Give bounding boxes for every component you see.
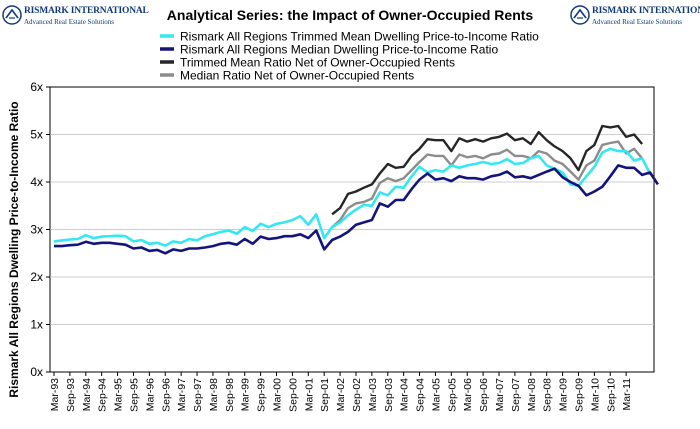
legend-label: Rismark All Regions Median Dwelling Pric… — [180, 43, 498, 57]
y-tick-label: 6x — [30, 80, 43, 94]
rismark-logo-left: RISMARK INTERNATIONAL Advanced Real Esta… — [2, 3, 149, 29]
x-tick-label: Sep-94 — [97, 378, 109, 412]
x-tick-label: Mar-93 — [49, 378, 61, 411]
x-tick-label: Sep-05 — [446, 378, 458, 412]
x-tick-label: Mar-94 — [81, 378, 93, 411]
x-tick-label: Sep-09 — [573, 378, 585, 412]
legend-label: Median Ratio Net of Owner-Occupied Rents — [180, 69, 414, 83]
x-tick-label: Mar-05 — [430, 378, 442, 411]
x-tick-label: Mar-99 — [240, 378, 252, 411]
y-axis-title: Rismark All Regions Dwelling Price-to-In… — [7, 101, 21, 397]
series-line-3 — [331, 124, 644, 216]
x-tick-label: Sep-01 — [319, 378, 331, 412]
x-tick-label: Sep-99 — [256, 378, 268, 412]
x-tick-label: Sep-07 — [510, 378, 522, 412]
x-tick-label: Sep-08 — [542, 378, 554, 412]
rismark-emblem-icon — [570, 5, 590, 25]
x-tick-label: Mar-95 — [113, 378, 125, 411]
x-tick-label: Sep-98 — [224, 378, 236, 412]
x-tick-label: Mar-02 — [335, 378, 347, 411]
logo-tagline-text: Advanced Real Estate Solutions — [592, 18, 683, 26]
series-line-2 — [54, 164, 659, 255]
x-tick-label: Sep-96 — [160, 378, 172, 412]
x-tick-label: Sep-93 — [65, 378, 77, 412]
legend-label: Rismark All Regions Trimmed Mean Dwellin… — [180, 30, 539, 44]
x-tick-label: Mar-01 — [303, 378, 315, 411]
x-tick-label: Sep-10 — [605, 378, 617, 412]
y-tick-label: 0x — [30, 365, 43, 379]
x-tick-label: Mar-06 — [462, 378, 474, 411]
x-tick-label: Mar-09 — [558, 378, 570, 411]
x-tick-label: Sep-04 — [415, 378, 427, 412]
y-tick-label: 1x — [30, 318, 43, 332]
legend-label: Trimmed Mean Ratio Net of Owner-Occupied… — [180, 56, 455, 70]
y-tick-label: 4x — [30, 175, 43, 189]
y-tick-label: 3x — [30, 223, 43, 237]
logo-tagline-text: Advanced Real Estate Solutions — [24, 18, 115, 26]
x-tick-label: Sep-06 — [478, 378, 490, 412]
logo-brand-text: RISMARK INTERNATIONAL — [592, 6, 700, 16]
x-tick-label: Sep-95 — [128, 378, 140, 412]
x-tick-label: Sep-02 — [351, 378, 363, 412]
y-tick-label: 5x — [30, 128, 43, 142]
x-tick-label: Mar-10 — [589, 378, 601, 411]
x-tick-label: Mar-07 — [494, 378, 506, 411]
x-tick-label: Mar-04 — [399, 378, 411, 411]
x-tick-label: Mar-11 — [621, 378, 633, 411]
y-tick-label: 2x — [30, 270, 43, 284]
x-tick-label: Sep-00 — [287, 378, 299, 412]
x-tick-label: Mar-96 — [144, 378, 156, 411]
x-tick-label: Sep-03 — [383, 378, 395, 412]
series-line-1 — [53, 147, 652, 247]
x-tick-label: Mar-97 — [176, 378, 188, 411]
x-tick-label: Mar-00 — [272, 378, 284, 411]
x-tick-label: Mar-98 — [208, 378, 220, 411]
x-tick-label: Mar-08 — [526, 378, 538, 411]
rismark-logo-right: RISMARK INTERNATIONAL Advanced Real Esta… — [570, 3, 700, 29]
x-tick-label: Mar-03 — [367, 378, 379, 411]
rismark-emblem-icon — [2, 5, 22, 25]
x-tick-label: Sep-97 — [192, 378, 204, 412]
logo-brand-text: RISMARK INTERNATIONAL — [24, 6, 149, 16]
series-line-4 — [331, 140, 644, 228]
chart-title: Analytical Series: the Impact of Owner-O… — [166, 7, 534, 23]
